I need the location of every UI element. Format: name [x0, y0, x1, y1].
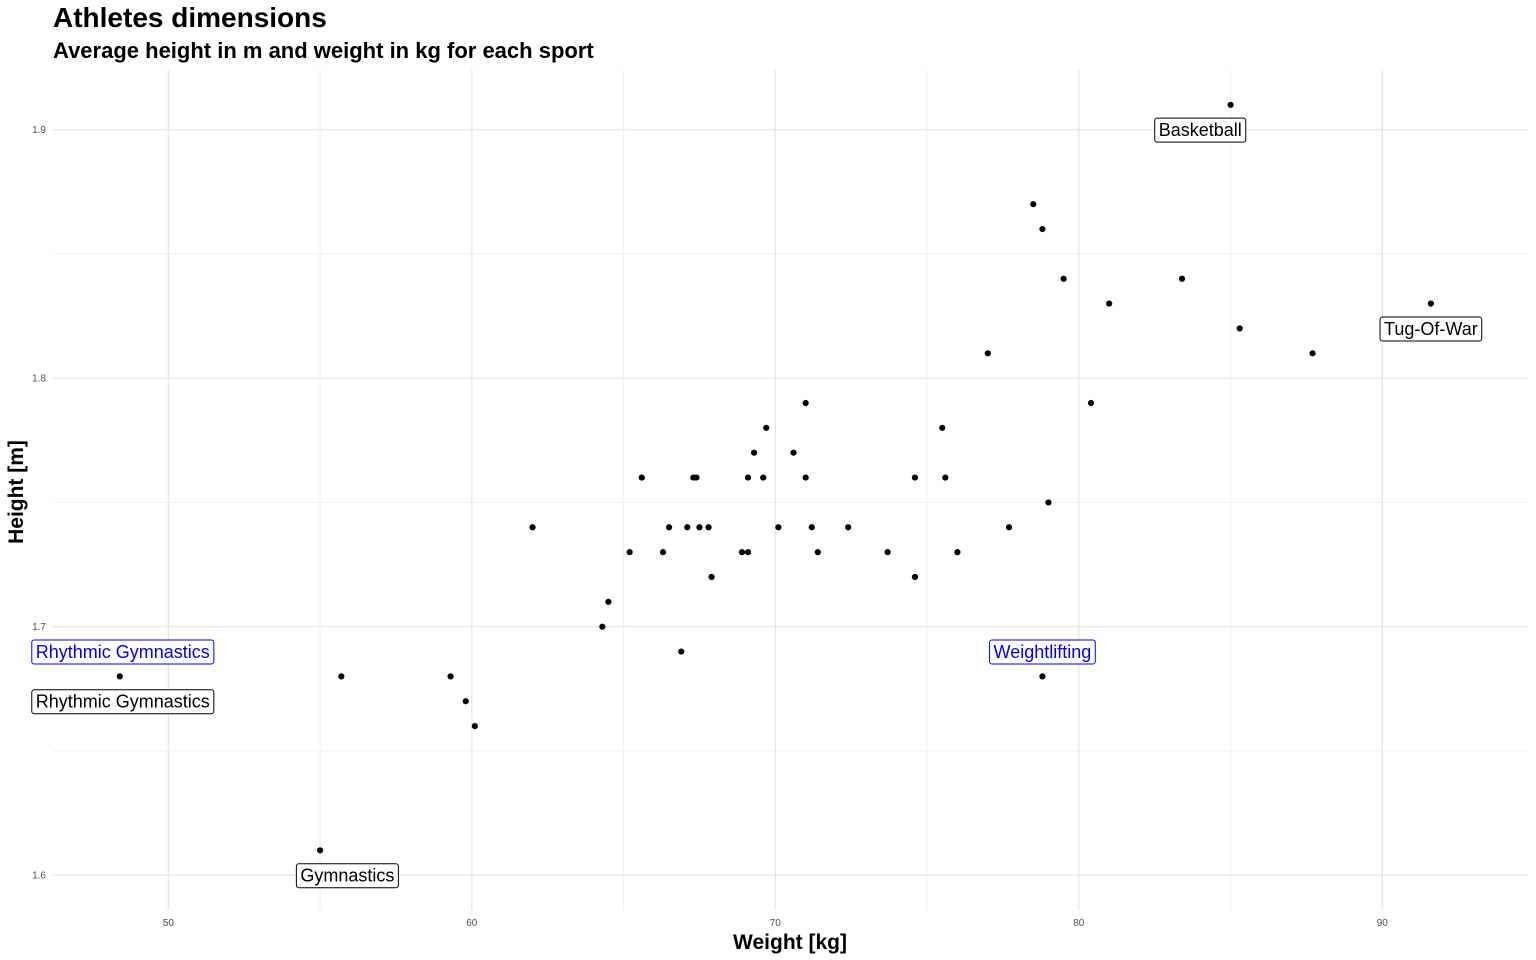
data-point — [1309, 350, 1316, 357]
data-point — [605, 598, 612, 605]
annotation-box — [295, 863, 399, 889]
data-point — [1039, 673, 1046, 680]
data-point — [471, 722, 478, 730]
annotation-box — [1154, 117, 1247, 143]
x-tick-label: 80 — [1073, 918, 1085, 929]
data-point — [529, 524, 536, 531]
data-point — [338, 673, 345, 680]
data-point — [845, 524, 852, 531]
data-point — [738, 549, 746, 556]
data-point — [1087, 399, 1095, 407]
data-point — [1227, 101, 1234, 108]
data-point — [760, 474, 767, 481]
data-point — [638, 474, 645, 481]
x-axis-title: Weight [kg] — [733, 931, 847, 954]
data-point — [447, 673, 454, 680]
y-axis-title: Height [m] — [5, 440, 28, 544]
annotation-label: Gymnastics — [295, 863, 399, 889]
data-point — [708, 573, 715, 581]
sport-annotations: Basketball Tug-Of-War Rhythmic Gymnastics R… — [31, 117, 1483, 889]
data-point — [911, 474, 919, 481]
data-point — [678, 648, 685, 655]
x-tick-label: 90 — [1377, 918, 1389, 929]
annotation-text: Rhythmic Gymnastics — [36, 692, 210, 712]
annotation-text: Tug-Of-War — [1384, 319, 1478, 339]
annotation-text: Weightlifting — [994, 642, 1092, 662]
data-point — [659, 549, 667, 556]
data-point — [599, 623, 606, 630]
y-tick-label: 1.6 — [32, 871, 46, 882]
data-point — [462, 698, 469, 705]
data-point — [1045, 499, 1052, 506]
data-point — [696, 524, 703, 531]
annotation-label: Weightlifting — [989, 639, 1096, 665]
data-point — [684, 524, 691, 531]
annotation-box — [989, 639, 1096, 665]
y-tick-label: 1.8 — [32, 374, 46, 385]
chart-title: Athletes dimensions — [53, 2, 327, 33]
data-point — [750, 449, 758, 456]
data-point — [116, 673, 123, 680]
data-point — [808, 524, 815, 531]
annotation-text: Gymnastics — [300, 866, 394, 886]
data-point — [814, 549, 821, 556]
y-tick-label: 1.9 — [32, 125, 46, 136]
x-axis-ticks: 50 60 70 80 90 — [163, 918, 1389, 929]
data-point — [954, 549, 961, 556]
x-tick-label: 50 — [163, 918, 175, 929]
data-point — [666, 524, 673, 531]
data-point — [775, 524, 782, 531]
data-point — [1060, 275, 1067, 282]
annotation-label: Tug-Of-War — [1379, 316, 1483, 342]
chart-subtitle: Average height in m and weight in kg for… — [53, 38, 594, 63]
data-points — [116, 101, 1434, 854]
data-point — [984, 350, 991, 357]
data-point — [802, 399, 809, 407]
annotation-label: Rhythmic Gymnastics — [31, 639, 215, 665]
x-tick-label: 70 — [770, 918, 782, 929]
data-point — [942, 474, 949, 481]
data-point — [1039, 225, 1046, 233]
data-point — [1106, 300, 1113, 307]
data-point — [744, 474, 752, 481]
data-point — [1236, 325, 1243, 332]
data-point — [790, 449, 797, 456]
data-point — [1005, 524, 1013, 531]
data-point — [1178, 275, 1186, 282]
annotation-box — [31, 689, 215, 715]
annotation-text: Basketball — [1159, 120, 1242, 140]
x-tick-label: 60 — [466, 918, 478, 929]
data-point — [1030, 201, 1037, 208]
data-point — [744, 549, 752, 556]
data-point — [911, 573, 919, 581]
data-point — [763, 424, 770, 431]
annotation-label: Rhythmic Gymnastics — [31, 689, 215, 715]
annotation-box — [31, 639, 215, 665]
data-point — [316, 847, 324, 854]
y-axis-ticks: 1.6 1.7 1.8 1.9 — [32, 125, 46, 882]
data-point — [626, 549, 633, 556]
data-point — [939, 424, 946, 431]
annotation-box — [1379, 316, 1483, 342]
annotation-label: Basketball — [1154, 117, 1247, 143]
data-point — [693, 474, 700, 481]
annotation-text: Rhythmic Gymnastics — [36, 642, 210, 662]
data-point — [705, 524, 712, 531]
minor-gridlines — [53, 70, 1528, 910]
y-tick-label: 1.7 — [32, 622, 46, 633]
data-point — [884, 549, 891, 556]
major-gridlines — [53, 70, 1528, 910]
data-point — [1427, 300, 1434, 307]
data-point — [802, 474, 809, 481]
